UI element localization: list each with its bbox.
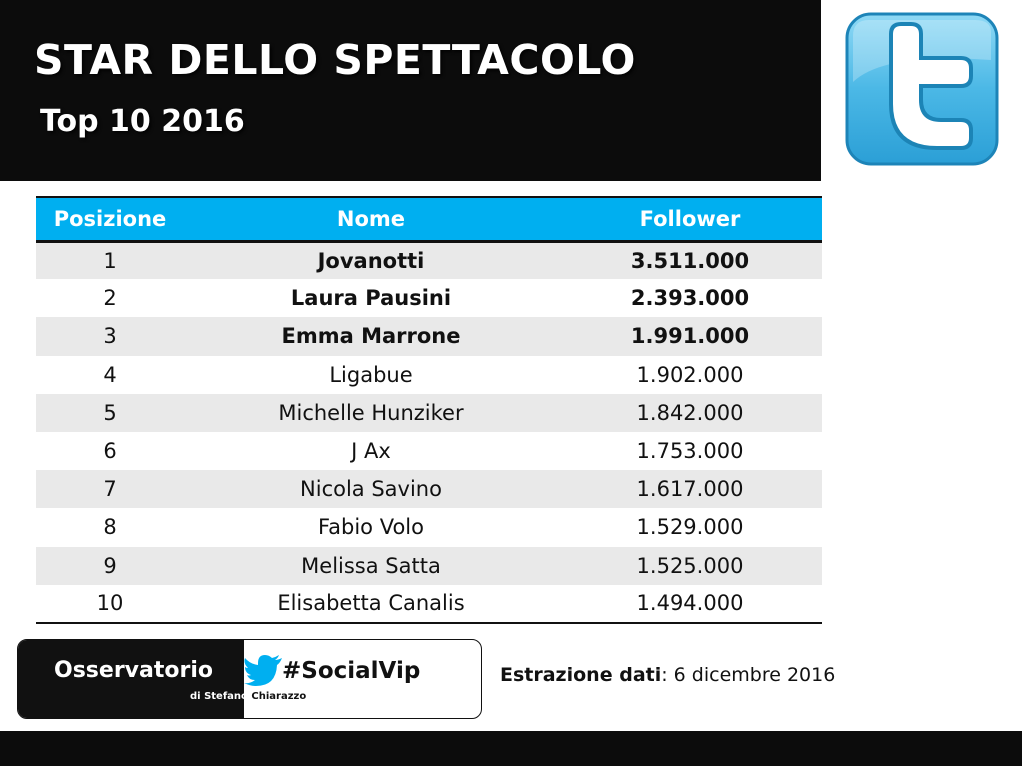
cell-name: Elisabetta Canalis xyxy=(184,584,558,624)
table-header-row: Posizione Nome Follower xyxy=(36,196,822,243)
column-header-position: Posizione xyxy=(36,196,184,243)
table-row: 4 Ligabue 1.902.000 xyxy=(36,355,822,394)
ranking-table: Posizione Nome Follower 1 Jovanotti 3.511.… xyxy=(36,196,822,624)
cell-name: Melissa Satta xyxy=(301,553,441,578)
cell-followers: 3.511.000 xyxy=(630,248,750,273)
table-row: 10 Elisabetta Canalis 1.494.000 xyxy=(36,584,822,624)
cell-name: Fabio Volo xyxy=(318,515,424,540)
cell-name: Emma Marrone xyxy=(281,324,461,349)
cell-followers: 1.525.000 xyxy=(636,553,744,578)
cell-followers: 1.617.000 xyxy=(636,477,744,502)
table-row: 6 J Ax 1.753.000 xyxy=(36,431,822,471)
cell-position: 1 xyxy=(103,248,117,273)
cell-position: 2 xyxy=(103,286,117,311)
table-row: 5 Michelle Hunziker 1.842.000 xyxy=(36,393,822,432)
twitter-bird-icon xyxy=(244,655,282,686)
cell-position: 3 xyxy=(103,324,117,349)
column-header-followers: Follower xyxy=(558,196,822,243)
cell-name: Nicola Savino xyxy=(300,477,442,502)
cell-followers: 2.393.000 xyxy=(630,286,750,311)
cell-name: Michelle Hunziker xyxy=(278,400,464,425)
cell-position: 5 xyxy=(103,400,117,425)
extraction-label: Estrazione dati xyxy=(500,664,662,686)
cell-followers: 1.902.000 xyxy=(636,362,744,387)
cell-position: 10 xyxy=(36,584,184,624)
cell-followers: 1.991.000 xyxy=(630,324,750,349)
footer-band xyxy=(0,731,1022,766)
table-row: 3 Emma Marrone 1.991.000 xyxy=(36,317,822,356)
table-row: 9 Melissa Satta 1.525.000 xyxy=(36,546,822,585)
logo-author-text: di Stefano Chiarazzo xyxy=(190,691,306,702)
cell-followers: 1.494.000 xyxy=(558,584,822,624)
cell-followers: 1.529.000 xyxy=(636,515,744,540)
cell-followers: 1.753.000 xyxy=(636,439,744,464)
logo-author-last: Chiarazzo xyxy=(251,691,307,702)
cell-name: Jovanotti xyxy=(317,248,425,273)
table-row: 1 Jovanotti 3.511.000 xyxy=(36,241,822,280)
table-row: 2 Laura Pausini 2.393.000 xyxy=(36,279,822,318)
logo-author-first: di Stefano xyxy=(190,691,252,702)
cell-position: 9 xyxy=(103,553,117,578)
page-title: STAR DELLO SPETTACOLO xyxy=(34,36,636,84)
logo-dark-panel xyxy=(18,640,244,718)
logo-osservatorio-text: Osservatorio xyxy=(54,658,213,683)
column-header-name: Nome xyxy=(184,196,558,243)
header-band: STAR DELLO SPETTACOLO Top 10 2016 xyxy=(0,0,821,181)
data-extraction-note: Estrazione dati: 6 dicembre 2016 xyxy=(500,664,835,686)
cell-name: Laura Pausini xyxy=(290,286,452,311)
cell-name: J Ax xyxy=(351,439,391,464)
osservatorio-socialvip-logo: Osservatorio di Stefano Chiarazzo #Socia… xyxy=(17,639,482,719)
extraction-date: : 6 dicembre 2016 xyxy=(661,664,836,686)
cell-position: 8 xyxy=(103,515,117,540)
logo-hashtag-text: #SocialVip xyxy=(282,658,421,684)
cell-followers: 1.842.000 xyxy=(636,400,744,425)
cell-position: 6 xyxy=(103,439,117,464)
cell-name: Ligabue xyxy=(329,362,413,387)
page-subtitle: Top 10 2016 xyxy=(40,104,245,139)
twitter-logo-icon xyxy=(845,12,999,166)
cell-position: 4 xyxy=(103,362,117,387)
cell-position: 7 xyxy=(103,477,117,502)
table-row: 8 Fabio Volo 1.529.000 xyxy=(36,508,822,547)
table-row: 7 Nicola Savino 1.617.000 xyxy=(36,470,822,509)
